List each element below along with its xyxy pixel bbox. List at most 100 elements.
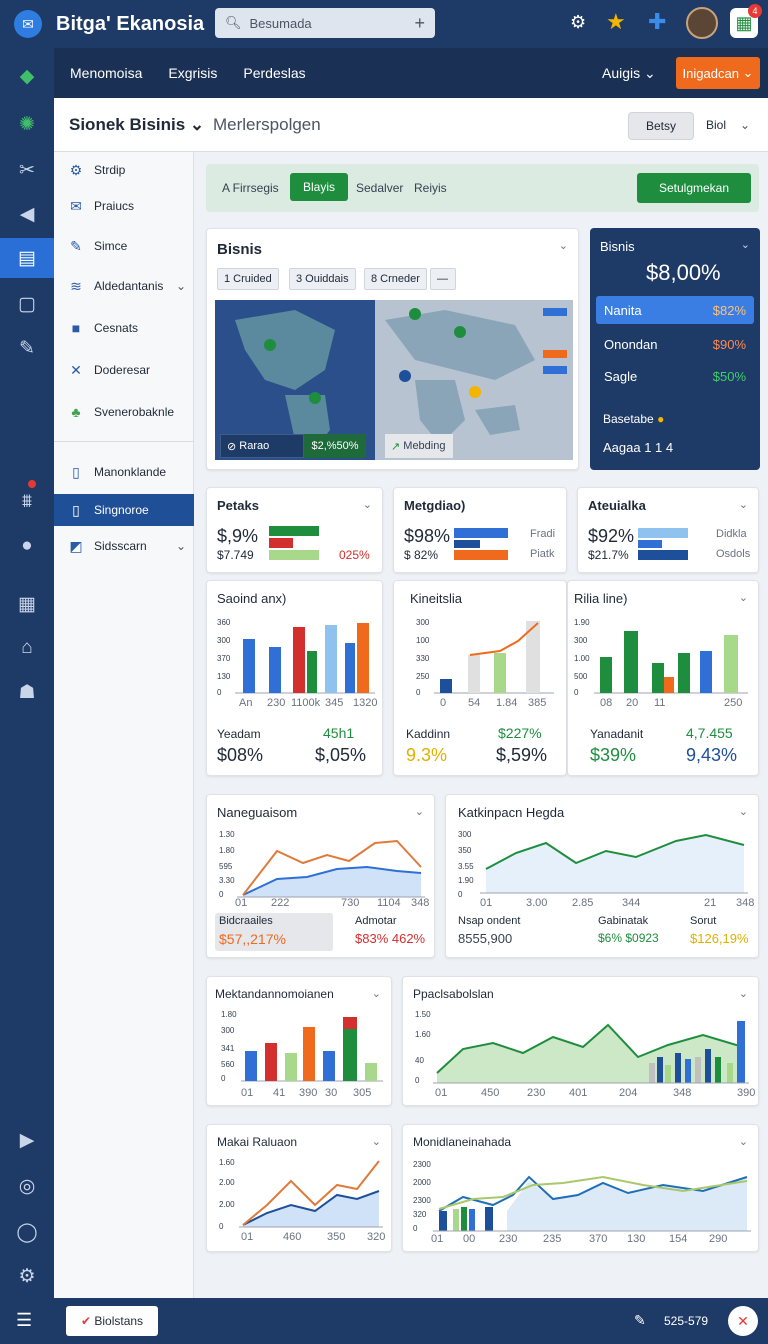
world-map[interactable]: [215, 300, 573, 460]
footer-button[interactable]: ✔ Biolstans: [66, 1306, 158, 1336]
sidebar-item[interactable]: ✎ Simce: [54, 230, 194, 262]
bar-chart[interactable]: 360 300 370 130 0: [207, 615, 384, 705]
kpi-value: $98%: [404, 526, 451, 546]
sidebar-item[interactable]: ≋ Aldedantanis ⌄: [54, 270, 194, 302]
line-chart[interactable]: 1.60 2.00 2.00 0: [207, 1155, 393, 1235]
gear-icon[interactable]: ⚙: [570, 12, 587, 32]
sidebar-item-active[interactable]: ▯ Singnoroe: [54, 494, 194, 526]
chat-icon[interactable]: ◯: [16, 1221, 38, 1243]
sidebar-item[interactable]: ⚙ Strdip: [54, 154, 194, 186]
sidebar-item[interactable]: ▯ Manonklande: [54, 456, 194, 488]
info-icon[interactable]: ●: [21, 535, 33, 556]
nav-item[interactable]: Exgrisis: [168, 65, 218, 81]
combo-chart[interactable]: 1.50 1.60 40 0: [403, 1007, 760, 1091]
menu-icon[interactable]: ☰: [16, 1310, 33, 1330]
summary-value: $8,00%: [646, 260, 721, 285]
segment-button[interactable]: 8 Crneder: [364, 268, 427, 290]
svg-text:360: 360: [217, 618, 231, 627]
sidebar-item[interactable]: ♣ Svenerobaknle: [54, 396, 194, 428]
chevron-down-icon[interactable]: ⌄: [414, 806, 424, 818]
user-icon[interactable]: ☗: [18, 681, 36, 703]
chevron-down-icon[interactable]: ⌄: [738, 592, 748, 604]
pencil-icon[interactable]: ✎: [19, 337, 35, 359]
sidebar-item[interactable]: ■ Cesnats: [54, 312, 194, 344]
chevron-down-icon[interactable]: ⌄: [362, 499, 372, 511]
kpi-label: Piatk: [530, 548, 555, 560]
back-icon[interactable]: ◀: [19, 203, 35, 225]
settings-icon[interactable]: ⚙: [18, 1265, 36, 1287]
map-footer-right[interactable]: ↗ Mebding: [385, 434, 453, 458]
bar-chart[interactable]: 1.80 300 341 560 0: [207, 1007, 393, 1091]
grid-icon[interactable]: ▦: [18, 593, 36, 615]
search-input[interactable]: 🔍︎ Besumada +: [215, 8, 435, 38]
svg-text:300: 300: [416, 618, 430, 627]
svg-text:560: 560: [221, 1060, 235, 1069]
header-label[interactable]: Biol: [706, 117, 727, 132]
sidebar-item[interactable]: ◩ Sidsscarn ⌄: [54, 530, 194, 562]
summary-row[interactable]: Nanita $82%: [596, 296, 754, 324]
bar-line-chart[interactable]: 300 100 330 250 0: [394, 615, 568, 705]
spreadsheet-icon[interactable]: ▦ 4: [730, 4, 762, 38]
map-footer-left[interactable]: ⊘ Rarao: [220, 434, 304, 458]
home-icon[interactable]: ◆: [19, 65, 35, 87]
chevron-down-icon[interactable]: ⌄: [738, 988, 748, 1000]
filter-pill[interactable]: Betsy: [628, 112, 694, 140]
filter-icon[interactable]: ⩩: [0, 480, 54, 522]
pen-icon[interactable]: ✎: [634, 1312, 646, 1328]
svg-text:0: 0: [219, 890, 224, 899]
box-icon[interactable]: ▢: [18, 293, 36, 315]
gear-icon[interactable]: ✺: [19, 113, 35, 135]
tab[interactable]: A Firrsegis: [222, 181, 279, 195]
notification-badge: 4: [748, 4, 762, 18]
action-button[interactable]: Setulgmekan: [637, 173, 751, 203]
document-icon[interactable]: ▤: [0, 238, 54, 278]
app-logo-icon[interactable]: ✉: [14, 10, 42, 38]
chevron-down-icon[interactable]: ⌄: [738, 499, 748, 511]
plus-icon[interactable]: +: [414, 12, 425, 33]
puzzle-icon[interactable]: ✚: [648, 9, 667, 34]
card-title: Ateuialka: [588, 498, 646, 513]
chevron-down-icon[interactable]: ⌄: [740, 117, 751, 132]
star-icon[interactable]: ★: [606, 9, 626, 34]
nav-item[interactable]: Menomoisa: [70, 65, 143, 81]
tools-icon[interactable]: ✂: [19, 159, 35, 181]
user-menu[interactable]: Auigis ⌄: [602, 64, 656, 81]
sidebar-item[interactable]: ✉ Praiucs: [54, 190, 194, 222]
chevron-down-icon[interactable]: ⌄: [738, 1136, 748, 1148]
tab[interactable]: Sedalver: [356, 181, 404, 195]
tab-active[interactable]: Blayis: [290, 173, 348, 201]
card-title: Katkinpacn Hegda: [458, 805, 565, 820]
svg-text:250: 250: [416, 672, 430, 681]
avatar[interactable]: [686, 7, 718, 39]
segment-button[interactable]: 1 Cruided: [217, 268, 279, 290]
summary-row[interactable]: Sagle $50%: [604, 368, 746, 384]
line-chart[interactable]: 300 350 3.55 1.90 0: [446, 827, 760, 907]
line-chart[interactable]: 1.30 1.80 595 3.30 0: [207, 827, 436, 907]
sidebar-item[interactable]: ✕ Doderesar: [54, 354, 194, 386]
chevron-down-icon[interactable]: ⌄: [740, 239, 750, 251]
svg-text:300: 300: [574, 636, 588, 645]
globe-icon[interactable]: ◎: [18, 1175, 36, 1197]
collapse-button[interactable]: —: [430, 268, 456, 290]
chevron-down-icon: ⌄: [175, 539, 186, 553]
primary-action-button[interactable]: Inigadcan ⌄: [676, 57, 760, 89]
summary-row[interactable]: Onondan $90%: [604, 336, 746, 352]
svg-text:0: 0: [458, 890, 463, 899]
chevron-down-icon[interactable]: ⌄: [738, 806, 748, 818]
chevron-down-icon[interactable]: ⌄: [371, 1136, 381, 1148]
card-title: Bisnis: [600, 239, 635, 254]
nav-item[interactable]: Perdeslas: [243, 65, 306, 81]
play-icon[interactable]: ▶: [19, 1129, 35, 1151]
inbox-icon: ✉: [70, 197, 82, 214]
chevron-down-icon[interactable]: ⌄: [371, 988, 381, 1000]
combo-chart[interactable]: 2300 2000 2300 320 0: [403, 1155, 760, 1235]
summary-foot2: Aagaa 1 1 4: [603, 440, 674, 455]
page-title[interactable]: Sionek Bisinis ⌄: [69, 114, 205, 134]
close-icon[interactable]: ✕: [728, 1306, 758, 1336]
chevron-down-icon[interactable]: ⌄: [558, 240, 568, 252]
lock-icon[interactable]: ⌂: [21, 637, 33, 658]
bar-chart[interactable]: 1.90 300 1.00 500 0: [568, 615, 760, 705]
segment-button[interactable]: 3 Ouiddais: [289, 268, 356, 290]
tab[interactable]: Reiyis: [414, 181, 447, 195]
combo-chart-card: Ppaclsabolslan ⌄ 1.50 1.60 40 0 01 450 23…: [402, 976, 759, 1106]
